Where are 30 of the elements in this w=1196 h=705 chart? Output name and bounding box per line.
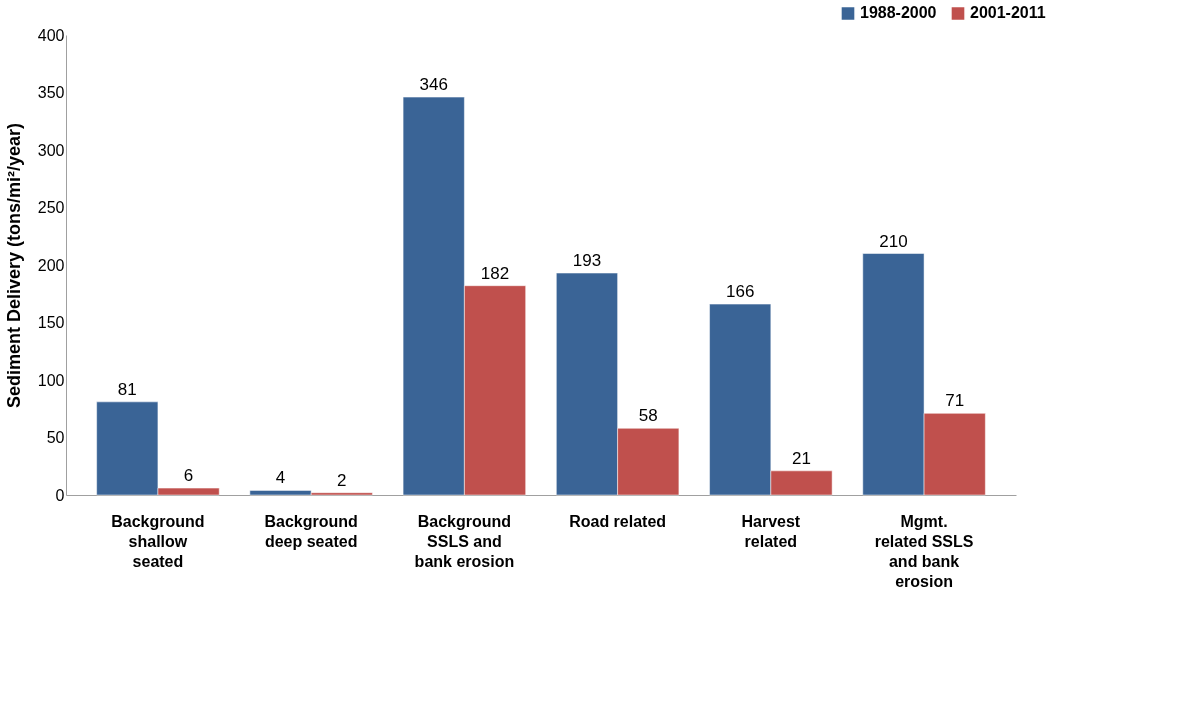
data-label: 182 <box>480 263 510 283</box>
y-tick-label: 300 <box>37 141 65 159</box>
data-label: 71 <box>945 391 965 411</box>
y-tick-label: 200 <box>37 256 65 274</box>
y-tick-label: 150 <box>37 314 65 331</box>
x-tick-label: Road related <box>569 512 667 530</box>
x-tick-label: Harvest related <box>741 512 801 550</box>
data-label: 210 <box>879 231 908 251</box>
x-tick-label: Background shallow seated <box>111 512 205 570</box>
x-tick-label: Background deep seated <box>264 512 358 550</box>
data-label: 6 <box>183 466 194 486</box>
y-axis-title: Sediment Delivery (tons/mi²/year) <box>3 122 24 409</box>
data-label: 81 <box>117 379 137 399</box>
x-tick-label: Mgmt. related SSLS and bank erosion <box>874 512 974 590</box>
y-tick-label: 250 <box>37 199 65 216</box>
legend-label: 1988-2000 <box>860 4 937 22</box>
x-tick-label: Background SSLS and bank erosion <box>414 512 515 570</box>
y-tick-label: 50 <box>46 429 65 446</box>
data-label: 21 <box>792 448 811 468</box>
data-label: 193 <box>572 251 602 271</box>
data-label: 2 <box>337 470 347 490</box>
y-tick-label: 400 <box>37 26 65 44</box>
y-tick-label: 0 <box>55 486 65 504</box>
legend-label: 2001-2011 <box>970 4 1046 22</box>
y-tick-label: 100 <box>37 371 65 389</box>
y-tick-label: 350 <box>37 84 65 101</box>
data-label: 346 <box>419 75 448 95</box>
data-label: 4 <box>275 468 286 488</box>
data-label: 58 <box>638 406 658 426</box>
data-label: 166 <box>726 282 755 302</box>
